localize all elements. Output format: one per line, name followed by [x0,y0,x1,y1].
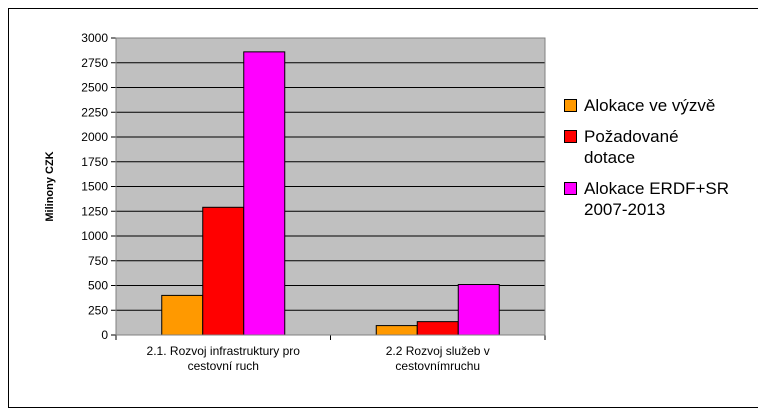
legend-swatch-1 [564,130,577,143]
bar-1-1 [416,321,459,336]
legend-item-0: Alokace ve výzvě [564,95,758,116]
y-tick-label-8: 2000 [81,130,108,144]
y-tick-label-12: 3000 [81,31,108,45]
y-tick-label-7: 1750 [81,155,108,169]
x-tick-label-0-1: cestovní ruch [188,359,259,373]
legend-label-0: Alokace ve výzvě [584,96,716,115]
x-tick-label-1-1: cestovnímruchu [395,359,480,373]
bar-0-2 [243,51,286,336]
bar-1-0 [375,325,418,336]
legend-label-1b: dotace [584,148,636,167]
y-tick-label-9: 2250 [81,105,108,119]
legend-item-1: Požadované dotace [564,126,758,168]
bar-chart: 0 250 500 750 1000 1250 1500 1750 2000 2250 2500 27… [44,31,546,373]
chart-frame: 0 250 500 750 1000 1250 1500 1750 2000 2250 2500 27… [8,8,758,408]
bar-0-0 [161,294,204,336]
x-tick-label-1-0: 2.2 Rozvoj služeb v [386,344,490,358]
legend-swatch-2 [564,182,577,195]
y-tick-label-5: 1250 [81,204,108,218]
y-tick-label-4: 1000 [81,229,108,243]
y-axis-label: Milinony CZK [44,151,56,221]
plot-border [115,37,546,336]
legend-label-1a: Požadované [584,127,679,146]
bar-0-1 [202,206,245,336]
y-tick-label-0: 0 [101,328,108,342]
y-tick-label-3: 750 [88,254,108,268]
y-tick-label-10: 2500 [81,81,108,95]
legend-item-2: Alokace ERDF+SR 2007-2013 [564,178,758,220]
legend-label-2a: Alokace ERDF+SR [584,179,730,198]
y-tick-label-1: 250 [88,303,108,317]
legend-label-2b: 2007-2013 [584,200,666,219]
bar-1-2 [457,284,500,336]
x-tick-label-0-0: 2.1. Rozvoj infrastruktury pro [147,344,301,358]
legend-swatch-0 [564,99,577,112]
legend: Alokace ve výzvě Požadované dotace Aloka… [564,95,758,230]
y-tick-label-2: 500 [88,279,108,293]
y-tick-label-6: 1500 [81,180,108,194]
y-tick-label-11: 2750 [81,56,108,70]
